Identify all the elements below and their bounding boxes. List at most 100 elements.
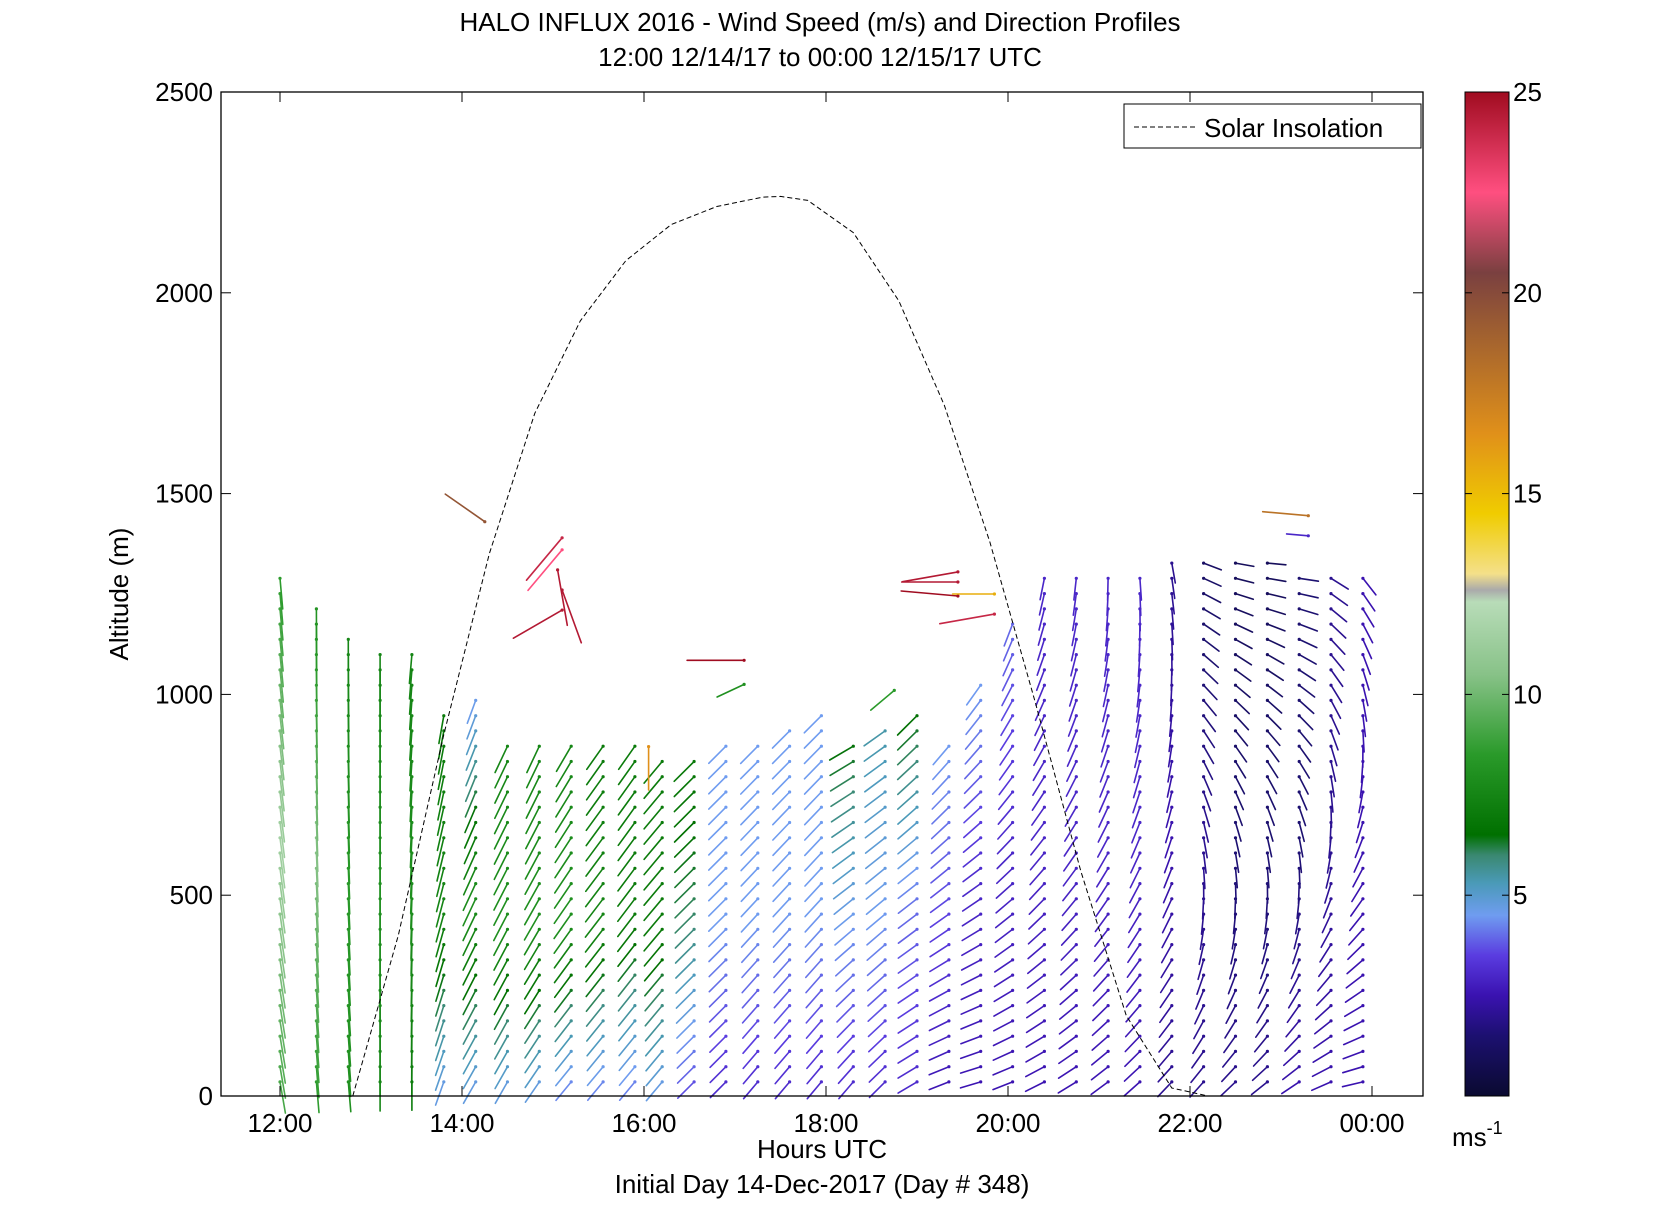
- wind-barb: [805, 989, 823, 1009]
- wind-barb-head: [979, 882, 983, 886]
- wind-barb: [1319, 943, 1332, 963]
- wind-barb-head: [505, 759, 510, 764]
- wind-barb-head: [1361, 1034, 1365, 1038]
- wind-barb: [493, 867, 509, 896]
- wind-barb: [964, 730, 982, 750]
- wind-barb-head: [756, 1034, 760, 1038]
- wind-barb-head: [278, 1034, 282, 1038]
- wind-barb: [1131, 821, 1141, 844]
- wind-barb: [1234, 760, 1247, 779]
- wind-barb: [643, 852, 664, 876]
- wind-barb: [524, 852, 541, 880]
- wind-barb-head: [1361, 836, 1365, 840]
- wind-barb: [643, 806, 664, 830]
- wind-barb: [1266, 653, 1285, 665]
- wind-barb: [804, 943, 823, 964]
- wind-barb-head: [1361, 637, 1365, 642]
- wind-barb: [279, 1035, 287, 1069]
- wind-barb: [1128, 897, 1141, 919]
- wind-barb: [742, 1065, 759, 1085]
- wind-barb-head: [1329, 729, 1333, 733]
- wind-barb-head: [1074, 790, 1078, 794]
- wind-barb-head: [1265, 973, 1269, 977]
- wind-barb: [864, 836, 886, 854]
- wind-barb: [555, 760, 573, 788]
- wind-barb-head: [1074, 729, 1078, 733]
- wind-barb-head: [992, 612, 997, 616]
- wind-barb: [1026, 974, 1046, 989]
- wind-barb-head: [1042, 820, 1046, 825]
- wind-barb-head: [1138, 790, 1142, 794]
- wind-barb: [1157, 1081, 1173, 1098]
- wind-barb: [1103, 669, 1109, 693]
- wind-barb-head: [724, 759, 728, 764]
- wind-barb: [524, 836, 541, 865]
- wind-barb: [494, 760, 509, 789]
- wind-barb-head: [1361, 1004, 1365, 1008]
- wind-barb-head: [1170, 820, 1174, 825]
- wind-barb: [553, 943, 573, 969]
- wind-barb-head: [883, 851, 887, 855]
- wind-barb: [1171, 577, 1176, 600]
- wind-barb: [525, 760, 541, 789]
- wind-barb: [993, 1004, 1014, 1017]
- wind-barb: [1159, 989, 1173, 1009]
- wind-barb: [1202, 592, 1222, 604]
- wind-barb-head: [1106, 927, 1110, 931]
- wind-barb: [1171, 623, 1174, 646]
- wind-barb: [1091, 1035, 1109, 1051]
- wind-barb: [347, 1050, 352, 1083]
- wind-barb-head: [1042, 668, 1046, 672]
- wind-barb: [347, 1035, 352, 1067]
- wind-barb: [279, 1020, 287, 1054]
- wind-barb-head: [1138, 851, 1142, 855]
- wind-barb: [1059, 1004, 1078, 1020]
- wind-barb: [674, 867, 695, 889]
- wind-barb-head: [883, 973, 887, 977]
- wind-barb: [1285, 1020, 1300, 1038]
- wind-barb: [833, 913, 855, 931]
- wind-barb: [436, 852, 445, 882]
- wind-barb-head: [756, 912, 760, 916]
- wind-barb: [512, 609, 563, 640]
- wind-barb-head: [1138, 1080, 1142, 1084]
- wind-barb: [554, 1035, 573, 1057]
- wind-barb: [993, 989, 1014, 1003]
- wind-barb: [897, 867, 918, 885]
- wind-barb-head: [1233, 805, 1238, 809]
- wind-barb: [1202, 775, 1213, 796]
- wind-barb: [1362, 608, 1375, 628]
- wind-barb-head: [569, 790, 573, 794]
- wind-barb: [279, 959, 286, 994]
- wind-barb-head: [979, 790, 983, 794]
- wind-barb-head: [1170, 927, 1174, 931]
- wind-barb-head: [442, 943, 446, 947]
- wind-barb: [1035, 669, 1046, 692]
- wind-barb: [1223, 1035, 1237, 1054]
- wind-barb: [1202, 699, 1217, 717]
- wind-barb: [1342, 1050, 1364, 1060]
- wind-barb: [1225, 1004, 1237, 1025]
- wind-barb: [1097, 821, 1109, 843]
- wind-barb-head: [1074, 1049, 1078, 1053]
- wind-barb: [834, 928, 855, 946]
- wind-barb-head: [569, 836, 573, 840]
- wind-barb: [1000, 714, 1014, 737]
- wind-barb-head: [537, 988, 541, 993]
- wind-barb: [1068, 684, 1078, 707]
- wind-barb: [708, 1004, 727, 1023]
- wind-barb-head: [1170, 958, 1174, 962]
- wind-barb-head: [1074, 912, 1078, 916]
- wind-barb: [436, 836, 445, 867]
- wind-barb: [1362, 699, 1368, 722]
- wind-barb: [932, 760, 950, 781]
- wind-barb-head: [1202, 561, 1206, 565]
- wind-barb: [831, 836, 855, 854]
- wind-barb: [524, 821, 541, 850]
- wind-barb: [1035, 684, 1046, 707]
- wind-barb-head: [1265, 851, 1269, 855]
- wind-barb: [1234, 852, 1240, 874]
- wind-barb: [1359, 775, 1364, 799]
- wind-barb: [1025, 1065, 1046, 1078]
- wind-barb: [993, 959, 1014, 973]
